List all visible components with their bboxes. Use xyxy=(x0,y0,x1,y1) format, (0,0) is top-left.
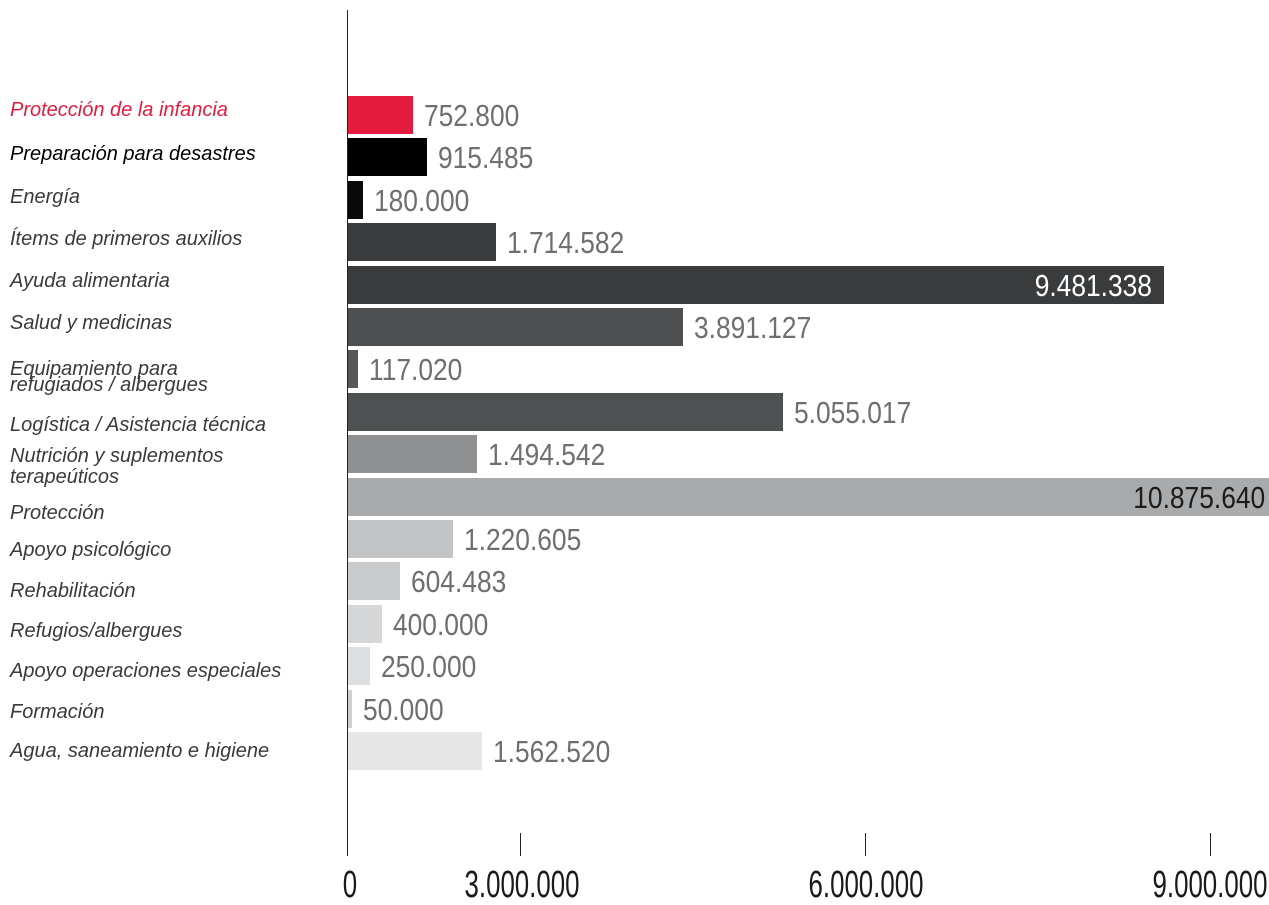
bar-value-label: 915.485 xyxy=(437,140,534,176)
category-label: Apoyo operaciones especiales xyxy=(10,660,282,682)
bar-value-label: 604.483 xyxy=(411,564,507,600)
bar-logistica-asistencia-tecnica xyxy=(348,392,784,431)
bar-proteccion xyxy=(348,477,1269,516)
bar-value-label: 9.481.338 xyxy=(1034,267,1153,303)
category-label: Logística / Asistencia técnica xyxy=(10,414,267,436)
category-label: Protección de la infancia xyxy=(10,99,228,121)
bar-value-label: 3.891.127 xyxy=(693,310,812,345)
bar-apoyo-operaciones-especiales xyxy=(348,647,370,686)
x-tick-label: 3.000.000 xyxy=(464,864,580,905)
x-tick-label: 0 xyxy=(342,864,358,905)
bar-value-label: 10.875.640 xyxy=(1133,479,1265,515)
bar-value-label: 5.055.017 xyxy=(794,394,912,430)
bar-value-label: 117.020 xyxy=(369,352,463,388)
plot-area: 752.800 915.485 180.000 1.714.582 9.481.338 3… xyxy=(348,0,1269,800)
bar-formacion xyxy=(348,689,353,728)
bar-agua-saneamiento-e-higiene xyxy=(348,732,483,770)
bar-nutricion-y-suplementos-terapeuticos xyxy=(348,435,477,474)
bar-value-label: 400.000 xyxy=(393,606,489,642)
category-label: Ayuda alimentaria xyxy=(10,270,170,292)
category-label: Formación xyxy=(10,701,105,723)
category-label: Preparación para desastres xyxy=(10,143,256,165)
x-tick-mark xyxy=(1210,833,1211,856)
x-tick-label: 6.000.000 xyxy=(808,864,924,905)
bar-value-label: 1.220.605 xyxy=(464,522,582,557)
bar-salud-y-medicinas xyxy=(348,308,683,346)
x-tick-label: 9.000.000 xyxy=(1152,864,1268,905)
category-label: Salud y medicinas xyxy=(10,312,173,334)
bar-refugios-albergues xyxy=(348,604,383,643)
bar-preparacion-para-desastres xyxy=(348,138,427,177)
bar-energia xyxy=(348,180,364,219)
bar-value-label: 1.714.582 xyxy=(506,225,624,261)
y-axis-line xyxy=(347,10,348,856)
category-label: Apoyo psicológico xyxy=(10,539,172,561)
category-label: Agua, saneamiento e higiene xyxy=(10,740,270,762)
category-label: Ítems de primeros auxilios xyxy=(10,228,243,250)
category-label: Equipamiento para refugiados / albergues xyxy=(10,358,208,396)
bar-value-label: 1.494.542 xyxy=(487,437,605,473)
bar-equipamiento-para-refugiados-albergues xyxy=(348,350,359,389)
bar-value-label: 1.562.520 xyxy=(493,734,611,769)
bar-rehabilitacion xyxy=(348,562,401,601)
bar-value-label: 180.000 xyxy=(374,182,470,218)
category-label: Energía xyxy=(10,186,81,208)
bar-value-label: 752.800 xyxy=(423,98,520,133)
category-label: Protección xyxy=(10,502,105,524)
bar-apoyo-psicologico xyxy=(348,520,454,558)
category-label: Refugios/albergues xyxy=(10,620,183,642)
x-tick-mark xyxy=(520,833,521,856)
bar-ayuda-alimentaria xyxy=(348,265,1165,304)
bar-items-de-primeros-auxilios xyxy=(348,223,496,262)
x-tick-mark xyxy=(865,833,866,856)
bar-value-label: 50.000 xyxy=(363,691,444,727)
category-label: Nutrición y suplementos terapeúticos xyxy=(10,445,224,488)
category-label: Rehabilitación xyxy=(10,580,136,602)
bar-value-label: 250.000 xyxy=(380,649,476,685)
bar-proteccion-de-la-infancia xyxy=(348,96,413,134)
